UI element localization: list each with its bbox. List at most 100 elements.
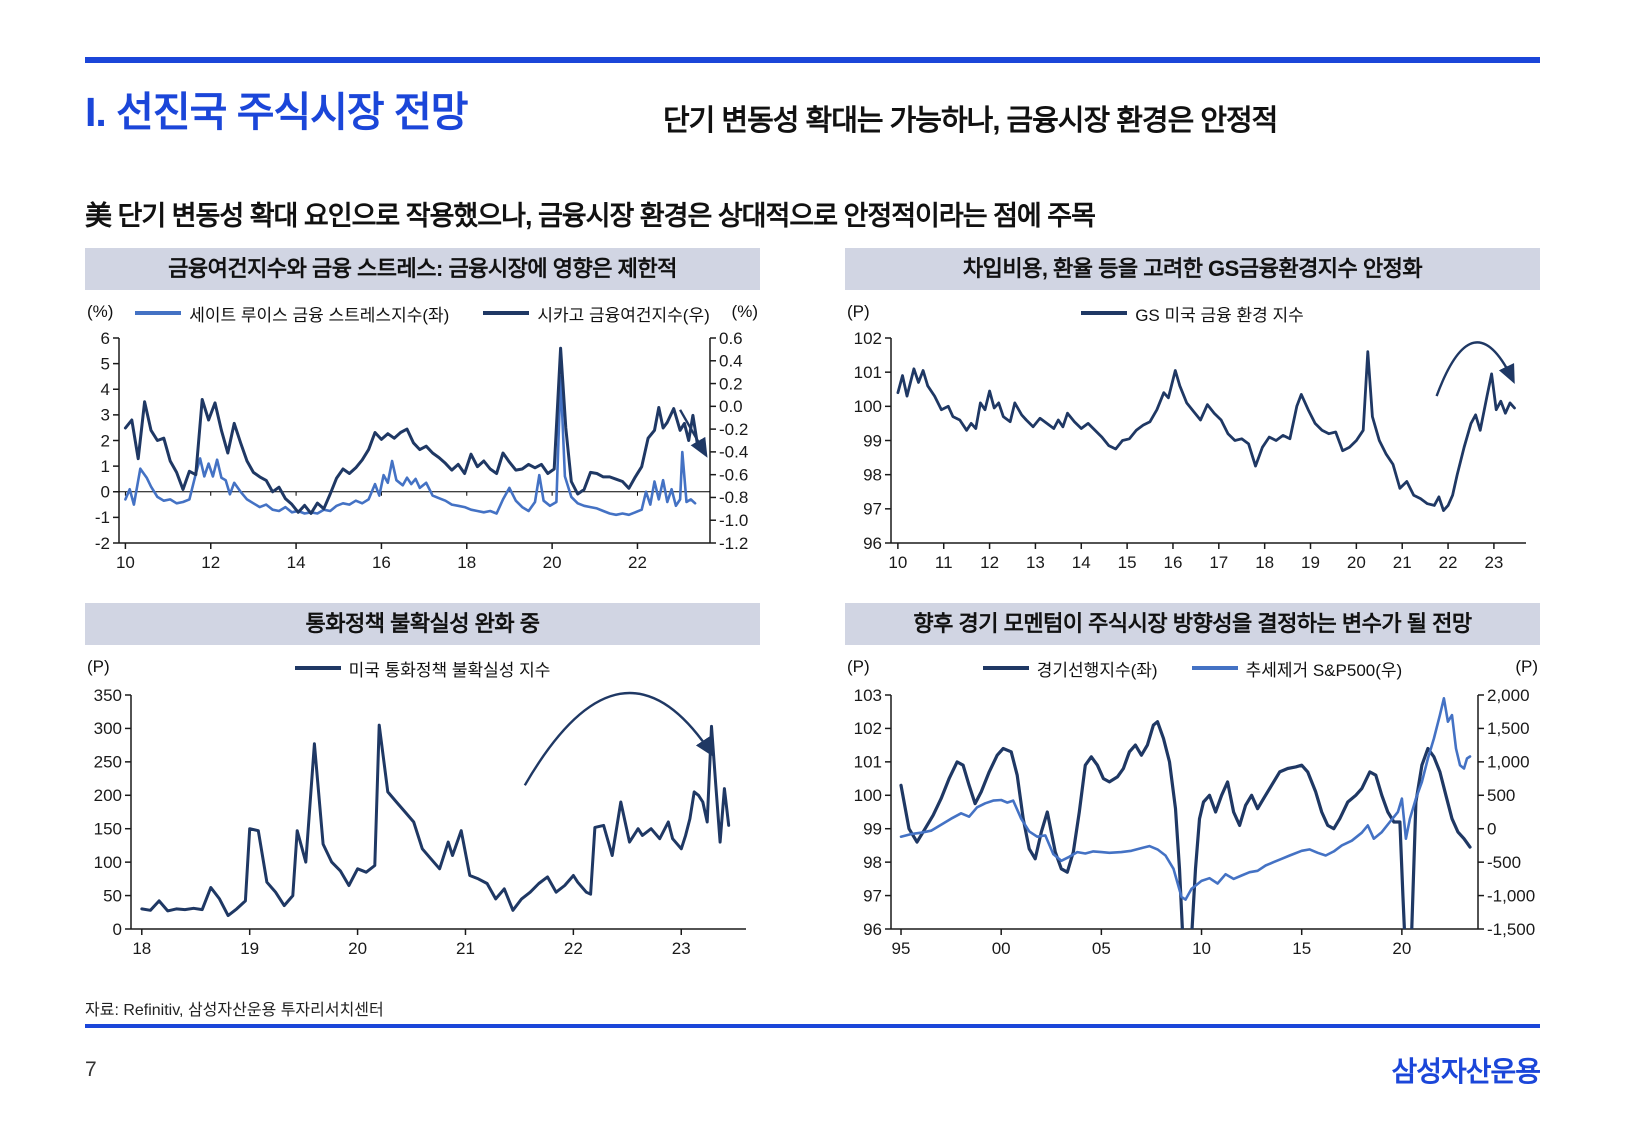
svg-text:12: 12 xyxy=(201,553,220,572)
svg-text:100: 100 xyxy=(854,397,882,416)
legend-label: 세이트 루이스 금융 스트레스지수(좌) xyxy=(189,305,450,325)
y-axis-left: 102 101 100 99 98 97 96 xyxy=(854,329,892,553)
svg-text:1,500: 1,500 xyxy=(1487,719,1530,738)
axis-unit-right: (%) xyxy=(731,302,758,321)
svg-text:-1.2: -1.2 xyxy=(719,534,748,553)
y-axis-left: 6 5 4 3 2 1 0 -1 -2 xyxy=(95,329,120,553)
svg-text:102: 102 xyxy=(854,329,882,348)
legend-label: 추세제거 S&P500(우) xyxy=(1245,660,1403,680)
legend-item: 시카고 금융여건지수(우) xyxy=(483,301,710,326)
source-note: 자료: Refinitiv, 삼성자산운용 투자리서치센터 xyxy=(85,1002,384,1019)
svg-text:23: 23 xyxy=(1484,553,1503,572)
svg-text:2,000: 2,000 xyxy=(1487,686,1530,705)
chart-title-band: 통화정책 불확실성 완화 중 xyxy=(85,603,760,645)
x-axis: 18 19 20 21 22 23 xyxy=(131,928,746,958)
svg-text:95: 95 xyxy=(892,939,911,958)
panel-lei-sp500: 향후 경기 모멘텀이 주식시장 방향성을 결정하는 변수가 될 전망 (P) 경… xyxy=(845,603,1540,973)
svg-text:0.4: 0.4 xyxy=(719,352,743,371)
line-chart-financial-stress: 6543210-1-20.60.40.20.0-0.2-0.4-0.6-0.8-… xyxy=(95,329,748,572)
series-line-0 xyxy=(899,720,1472,929)
svg-text:-0.4: -0.4 xyxy=(719,443,748,462)
legend-item: 추세제거 S&P500(우) xyxy=(1191,656,1403,681)
svg-text:100: 100 xyxy=(94,853,122,872)
svg-text:20: 20 xyxy=(543,553,562,572)
svg-text:21: 21 xyxy=(1393,553,1412,572)
x-axis: 10 12 14 16 18 20 22 xyxy=(116,542,710,572)
svg-text:0: 0 xyxy=(1487,819,1496,838)
series-line-1 xyxy=(123,346,699,515)
line-chart-monetary-policy-uncertainty: 350 300 250 200 150 100 50 0 18 19 20 21 22 23 xyxy=(85,683,760,973)
svg-text:-1,500: -1,500 xyxy=(1487,920,1535,939)
page-number: 7 xyxy=(85,1058,97,1081)
legend-label: GS 미국 금융 환경 지수 xyxy=(1135,305,1304,325)
svg-text:22: 22 xyxy=(628,553,647,572)
svg-text:100: 100 xyxy=(854,786,882,805)
svg-text:500: 500 xyxy=(1487,786,1515,805)
axis-unit-right: (P) xyxy=(1515,657,1538,676)
svg-text:250: 250 xyxy=(94,753,122,772)
svg-text:0.2: 0.2 xyxy=(719,374,743,393)
svg-text:2: 2 xyxy=(101,431,110,450)
legend-label: 경기선행지수(좌) xyxy=(1036,660,1158,680)
svg-text:20: 20 xyxy=(348,939,367,958)
chart-title-band: 금융여건지수와 금융 스트레스: 금융시장에 영향은 제한적 xyxy=(85,248,760,290)
svg-text:3: 3 xyxy=(101,406,110,425)
svg-text:98: 98 xyxy=(863,465,882,484)
svg-text:350: 350 xyxy=(94,686,122,705)
svg-text:18: 18 xyxy=(457,553,476,572)
chart-legend: (P) GS 미국 금융 환경 지수 xyxy=(845,300,1540,326)
svg-text:96: 96 xyxy=(863,920,882,939)
panel-monetary-policy-uncertainty: 통화정책 불확실성 완화 중 (P) 미국 통화정책 불확실성 지수 350 30… xyxy=(85,603,760,973)
svg-text:16: 16 xyxy=(1164,553,1183,572)
svg-text:0: 0 xyxy=(113,920,122,939)
legend-line-swatch xyxy=(294,666,341,670)
svg-text:-1: -1 xyxy=(95,508,110,527)
svg-text:18: 18 xyxy=(1255,553,1274,572)
axis-unit-left: (P) xyxy=(847,302,870,321)
chart-legend: (P) 경기선행지수(좌) 추세제거 S&P500(우) (P) xyxy=(845,655,1540,681)
svg-text:20: 20 xyxy=(1392,939,1411,958)
y-axis-right: 0.6 0.4 0.2 0.0 -0.2 -0.4 -0.6 -0.8 -1.0 -1.2 xyxy=(709,329,748,553)
svg-text:97: 97 xyxy=(863,886,882,905)
svg-text:99: 99 xyxy=(863,431,882,450)
svg-text:102: 102 xyxy=(854,719,882,738)
svg-text:0: 0 xyxy=(101,483,110,502)
svg-text:-0.2: -0.2 xyxy=(719,420,748,439)
svg-text:98: 98 xyxy=(863,853,882,872)
axis-unit-left: (P) xyxy=(847,657,870,676)
svg-text:10: 10 xyxy=(116,553,135,572)
company-logo: 삼성자산운용 xyxy=(1391,1056,1541,1087)
series-line-0 xyxy=(140,723,731,918)
svg-text:11: 11 xyxy=(935,553,953,572)
y-axis-left: 103 102 101 100 99 98 97 96 xyxy=(854,686,892,939)
section-headline: 美 단기 변동성 확대 요인으로 작용했으나, 금융시장 환경은 상대적으로 안… xyxy=(85,201,1096,231)
svg-text:-0.6: -0.6 xyxy=(719,465,748,484)
svg-text:-2: -2 xyxy=(95,534,110,553)
legend-label: 시카고 금융여건지수(우) xyxy=(537,305,710,325)
y-axis-right: 2,000 1,500 1,000 500 0 -500 -1,000 -1,500 xyxy=(1477,686,1535,939)
chart-title-band: 차입비용, 환율 등을 고려한 GS금융환경지수 안정화 xyxy=(845,248,1540,290)
panel-gs-fci: 차입비용, 환율 등을 고려한 GS금융환경지수 안정화 (P) GS 미국 금… xyxy=(845,248,1540,583)
panel-financial-stress: 금융여건지수와 금융 스트레스: 금융시장에 영향은 제한적 (%) 세이트 루… xyxy=(85,248,760,583)
line-chart-monetary-policy-uncertainty: 350 300 250 200 150 100 50 0 18 19 20 21 22 23 xyxy=(94,686,746,958)
svg-text:23: 23 xyxy=(672,939,691,958)
series-line-0 xyxy=(124,375,697,517)
x-axis: 95 00 05 10 15 20 xyxy=(891,928,1478,958)
y-axis-left: 350 300 250 200 150 100 50 0 xyxy=(94,686,132,939)
legend-item: GS 미국 금융 환경 지수 xyxy=(1081,301,1304,326)
chart-legend: (%) 세이트 루이스 금융 스트레스지수(좌) 시카고 금융여건지수(우) (… xyxy=(85,300,760,326)
svg-text:18: 18 xyxy=(132,939,151,958)
svg-text:19: 19 xyxy=(1301,553,1320,572)
legend-label: 미국 통화정책 불확실성 지수 xyxy=(348,660,551,680)
legend-line-swatch xyxy=(982,666,1029,670)
series-line-0 xyxy=(896,350,1516,512)
svg-text:96: 96 xyxy=(863,534,882,553)
svg-text:15: 15 xyxy=(1118,553,1137,572)
svg-text:19: 19 xyxy=(240,939,259,958)
svg-text:101: 101 xyxy=(854,363,882,382)
svg-text:10: 10 xyxy=(888,553,907,572)
svg-text:16: 16 xyxy=(372,553,391,572)
svg-text:14: 14 xyxy=(287,553,306,572)
svg-text:103: 103 xyxy=(854,686,882,705)
